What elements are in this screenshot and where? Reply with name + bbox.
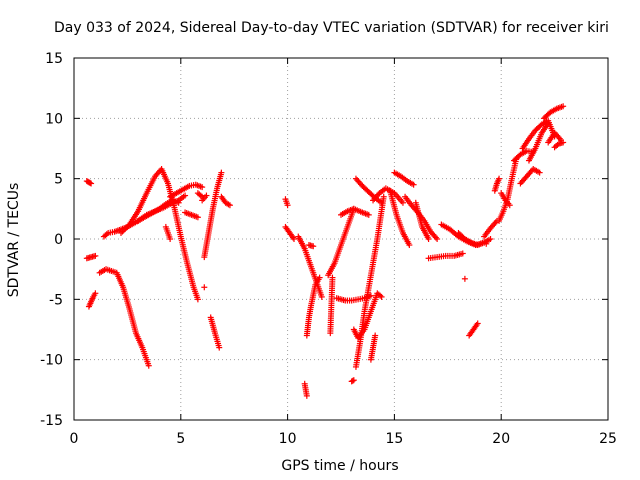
y-axis-label: SDTVAR / TECUs: [6, 183, 22, 298]
x-tick-label: 5: [176, 431, 185, 447]
data-point: [284, 202, 291, 209]
x-tick-label: 25: [599, 431, 617, 447]
chart-title: Day 033 of 2024, Sidereal Day-to-day VTE…: [54, 20, 609, 36]
data-point: [291, 236, 298, 242]
data-point: [378, 293, 385, 300]
data-point: [87, 179, 94, 186]
data-point: [88, 180, 95, 187]
data-point: [545, 120, 552, 127]
y-tick-label: 10: [45, 111, 63, 127]
data-point: [349, 377, 356, 384]
data-point: [310, 243, 317, 250]
data-point: [365, 211, 372, 218]
data-point: [182, 192, 189, 199]
data-point: [536, 169, 543, 176]
data-point: [434, 236, 441, 242]
data-point: [350, 377, 357, 384]
data-point: [203, 192, 210, 199]
data-point: [560, 103, 567, 110]
data-point: [406, 242, 413, 249]
data-point: [194, 214, 201, 221]
y-tick-label: 15: [45, 51, 63, 67]
data-point: [474, 320, 481, 327]
y-tick-label: -10: [40, 353, 63, 369]
x-tick-label: 15: [385, 431, 403, 447]
data-point: [487, 236, 494, 242]
data-point: [167, 236, 174, 242]
data-point: [459, 250, 466, 257]
x-tick-label: 20: [492, 431, 510, 447]
data-point: [92, 290, 99, 297]
y-axis-ticks: 15 10 5 0 -5 -10 -15: [40, 51, 608, 429]
x-axis-ticks: 0 5 10 15 20 25: [70, 58, 617, 447]
data-point: [380, 193, 387, 200]
data-point: [367, 292, 374, 299]
data-point: [372, 332, 379, 339]
data-point: [218, 169, 225, 176]
data-point: [316, 274, 323, 281]
y-tick-label: 5: [54, 172, 63, 188]
x-axis-label: GPS time / hours: [281, 458, 398, 474]
data-point: [194, 296, 201, 303]
data-point: [318, 293, 325, 300]
data-point: [399, 199, 406, 206]
y-tick-label: 0: [54, 232, 63, 248]
data-point: [199, 184, 206, 191]
data-point: [303, 392, 310, 399]
data-point: [496, 175, 503, 182]
data-point: [92, 252, 99, 259]
data-point: [329, 274, 336, 281]
data-point: [461, 275, 468, 282]
data-point: [145, 362, 152, 369]
data-point: [560, 139, 567, 146]
x-tick-label: 10: [279, 431, 297, 447]
data-point: [216, 344, 223, 351]
data-points: [83, 103, 567, 399]
data-point: [378, 199, 385, 206]
data-point: [425, 236, 432, 242]
data-point: [410, 181, 417, 188]
x-tick-label: 0: [70, 431, 79, 447]
grid-lines: [74, 58, 608, 420]
data-point: [226, 202, 233, 209]
data-point: [506, 202, 513, 209]
y-tick-label: -5: [49, 292, 63, 308]
data-point: [483, 240, 490, 247]
y-tick-label: -15: [40, 413, 63, 429]
data-point: [201, 284, 208, 291]
